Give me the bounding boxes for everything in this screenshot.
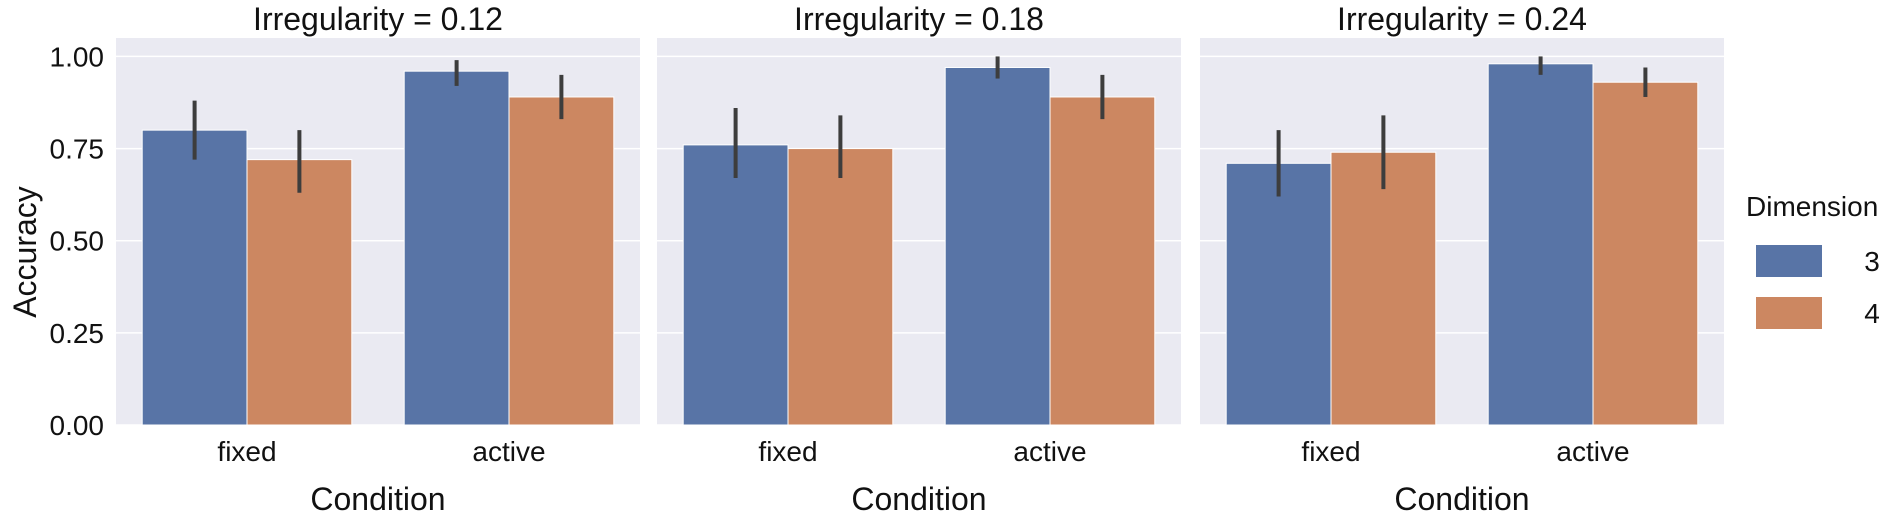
bar [1592, 81, 1699, 426]
bar [1049, 96, 1156, 426]
bar [508, 96, 615, 426]
panels: 0.00 0.25 0.50 0.75 1.00 Irregularity = 0.12 f… [50, 1, 1724, 517]
bar [246, 159, 353, 426]
legend: Dimension 3 4 [1746, 191, 1880, 329]
x-tick-label: active [1013, 436, 1086, 467]
panel-title: Irregularity = 0.18 [794, 1, 1044, 37]
panel-1: 0.00 0.25 0.50 0.75 1.00 Irregularity = 0.12 f… [50, 1, 640, 517]
legend-label: 4 [1864, 298, 1880, 329]
bar [944, 66, 1051, 426]
bar [141, 129, 248, 426]
y-tick-label: 1.00 [50, 41, 105, 72]
bar [682, 144, 789, 426]
bar [787, 148, 894, 426]
panel-3: Irregularity = 0.24 fixed active Condition [1200, 1, 1724, 517]
x-tick-label: active [1556, 436, 1629, 467]
y-tick-label: 0.25 [50, 318, 105, 349]
y-tick-label: 0.75 [50, 134, 105, 165]
panel-title: Irregularity = 0.12 [253, 1, 503, 37]
bar [1330, 151, 1437, 426]
legend-label: 3 [1864, 246, 1880, 277]
x-tick-label: active [472, 436, 545, 467]
legend-title: Dimension [1746, 191, 1878, 222]
panel-2: Irregularity = 0.18 fixed active Condition [657, 1, 1181, 517]
bar [1225, 162, 1332, 426]
bar [403, 70, 510, 426]
x-axis-label: Condition [310, 481, 445, 517]
x-axis-label: Condition [1394, 481, 1529, 517]
y-tick-label: 0.50 [50, 226, 105, 257]
bar [1487, 63, 1594, 426]
x-tick-label: fixed [217, 436, 276, 467]
x-tick-label: fixed [1301, 436, 1360, 467]
y-tick-label: 0.00 [50, 410, 105, 441]
y-axis-label: Accuracy [7, 186, 43, 318]
legend-swatch [1756, 297, 1822, 329]
x-axis-label: Condition [851, 481, 986, 517]
panel-title: Irregularity = 0.24 [1337, 1, 1587, 37]
x-tick-label: fixed [758, 436, 817, 467]
legend-swatch [1756, 245, 1822, 277]
